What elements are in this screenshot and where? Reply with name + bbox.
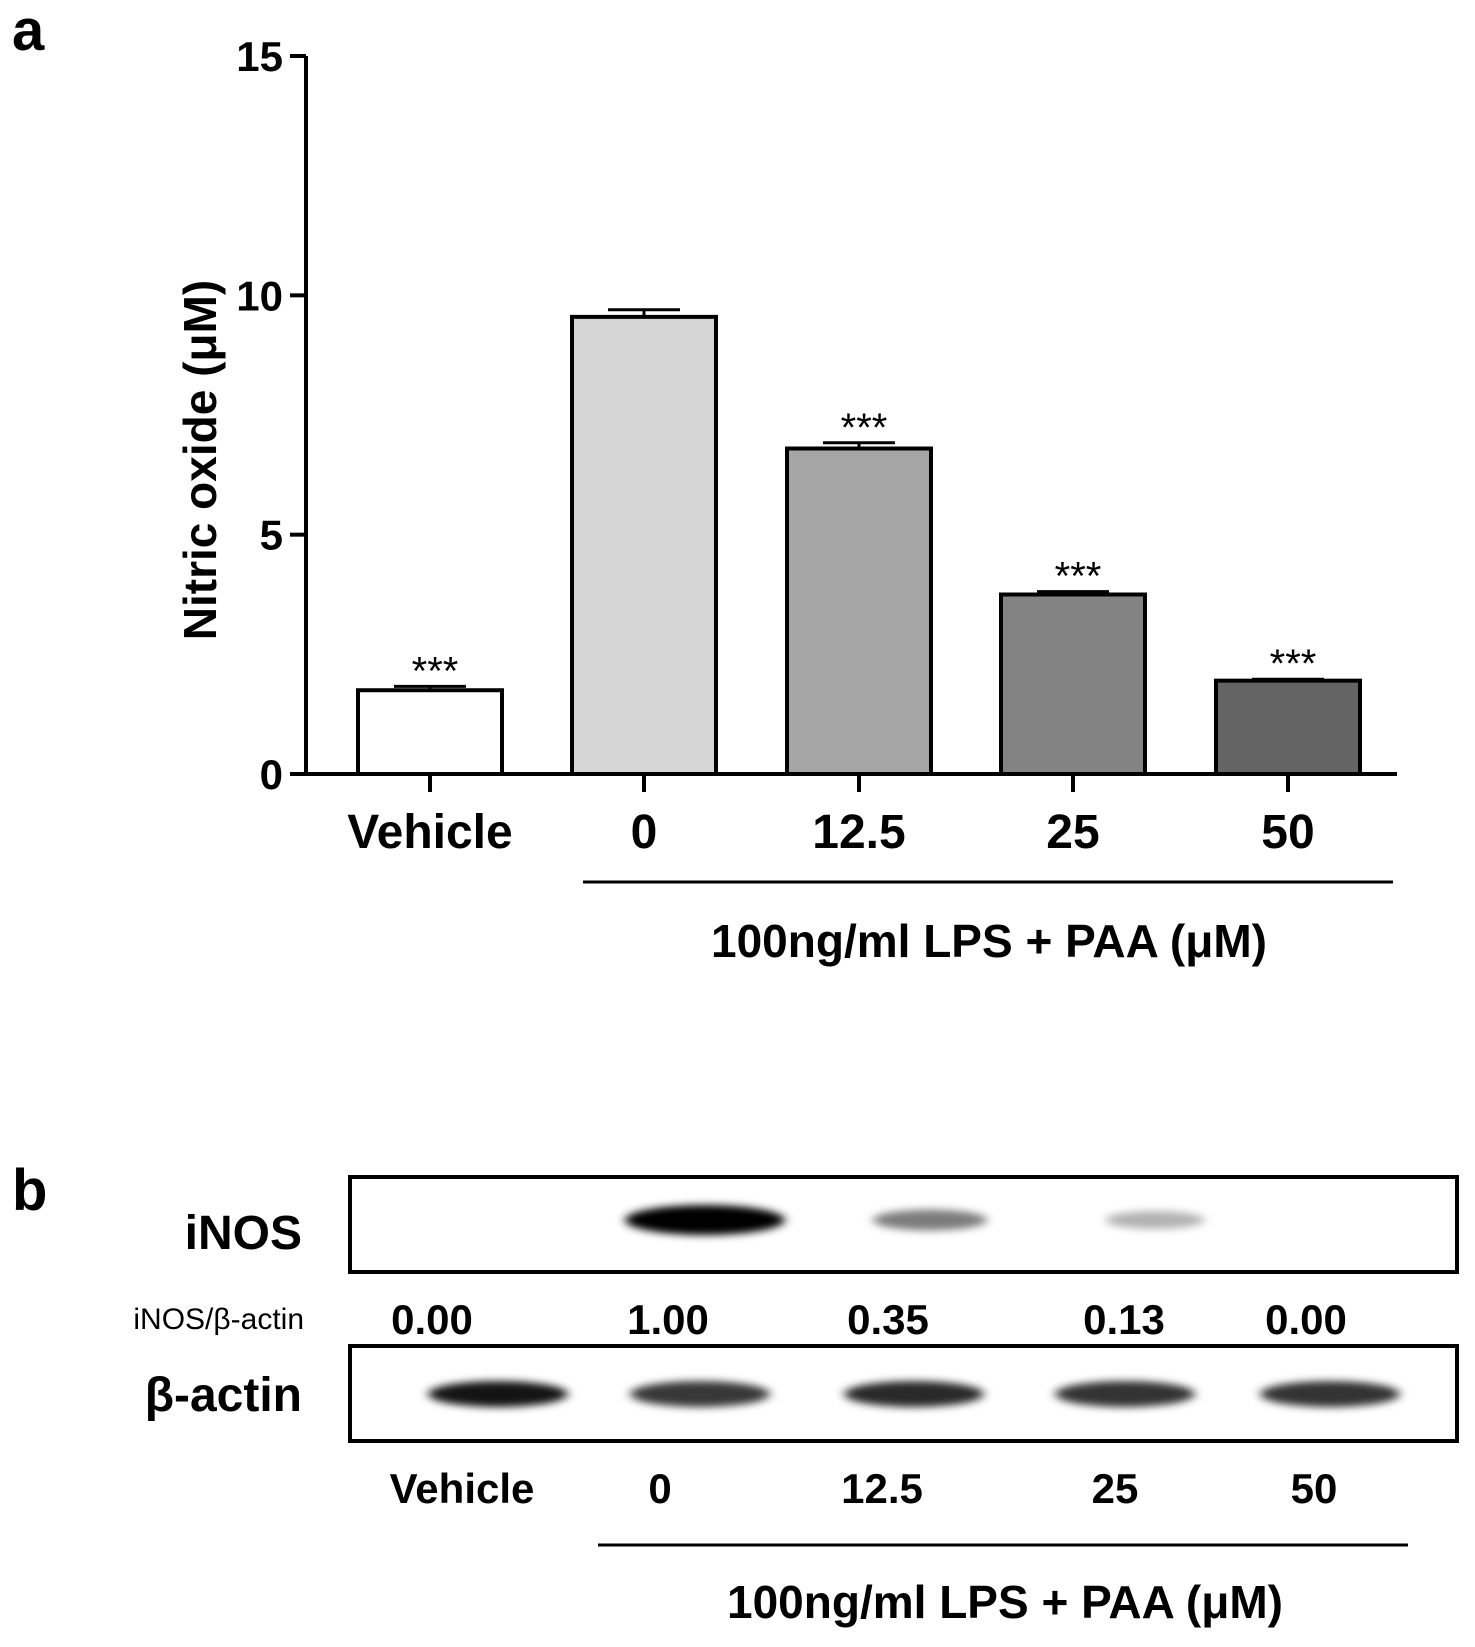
actin-row-label: β-actin: [145, 1369, 302, 1422]
blot-treatment-label: 100ng/ml LPS + PAA (μM): [727, 1576, 1283, 1628]
lane-label: 0: [648, 1465, 671, 1512]
bar-4: [1214, 678, 1362, 776]
ratio-value: 0.35: [847, 1296, 929, 1343]
y-tick-label: 0: [260, 751, 283, 798]
panel-a-label: a: [12, 0, 45, 63]
actin-band: [1055, 1381, 1195, 1407]
bars: *** *** *** ***: [356, 308, 1362, 777]
nitric-oxide-bar-chart: 0 5 10 15 *** *** *** *** Vehicle 0 12.5 25 50 Nit…: [174, 33, 1397, 967]
inos-row-label: iNOS: [185, 1207, 302, 1260]
panel-b-label: b: [12, 1158, 47, 1223]
inos-band: [625, 1205, 785, 1235]
x-tick-label: 25: [1046, 806, 1099, 859]
bar-1: [570, 314, 718, 776]
y-axis-ticks: 0 5 10 15: [236, 33, 306, 798]
significance-marker: ***: [1055, 555, 1102, 599]
lane-label: 12.5: [841, 1465, 923, 1512]
significance-marker: ***: [841, 406, 888, 450]
x-tick-label: 12.5: [812, 806, 905, 859]
actin-band: [844, 1381, 984, 1407]
bar-2: [785, 446, 933, 776]
western-blot: iNOS iNOS/β-actin 0.00 1.00 0.35 0.13 0.00 β…: [133, 1175, 1459, 1628]
actin-band: [630, 1381, 770, 1407]
ratio-value: 0.13: [1083, 1296, 1165, 1343]
inos-band: [872, 1209, 988, 1231]
actin-band: [428, 1381, 568, 1407]
ratio-value: 0.00: [1265, 1296, 1347, 1343]
bar-3: [999, 592, 1147, 776]
x-tick-label: Vehicle: [347, 806, 512, 859]
actin-bands: [428, 1381, 1400, 1407]
actin-band: [1260, 1381, 1400, 1407]
inos-band: [1105, 1211, 1205, 1229]
lane-labels: Vehicle 0 12.5 25 50: [390, 1465, 1338, 1512]
x-axis-label: 100ng/ml LPS + PAA (μM): [711, 915, 1267, 967]
lane-label: 50: [1291, 1465, 1338, 1512]
significance-marker: ***: [1270, 642, 1317, 686]
lane-label: Vehicle: [390, 1465, 535, 1512]
y-tick-label: 10: [236, 272, 283, 319]
x-tick-label: 50: [1261, 806, 1314, 859]
lane-label: 25: [1092, 1465, 1139, 1512]
ratio-row-label: iNOS/β-actin: [133, 1303, 304, 1336]
inos-ratio-values: 0.00 1.00 0.35 0.13 0.00: [391, 1296, 1347, 1343]
y-tick-label: 5: [260, 512, 283, 559]
inos-bands: [625, 1205, 1205, 1235]
x-axis-ticks: Vehicle 0 12.5 25 50: [347, 774, 1315, 859]
ratio-value: 0.00: [391, 1296, 473, 1343]
y-axis-label: Nitric oxide (μM): [174, 280, 226, 640]
ratio-value: 1.00: [627, 1296, 709, 1343]
x-tick-label: 0: [631, 806, 658, 859]
significance-marker: ***: [412, 649, 459, 693]
y-tick-label: 15: [236, 33, 283, 80]
bar-0: [356, 688, 504, 777]
